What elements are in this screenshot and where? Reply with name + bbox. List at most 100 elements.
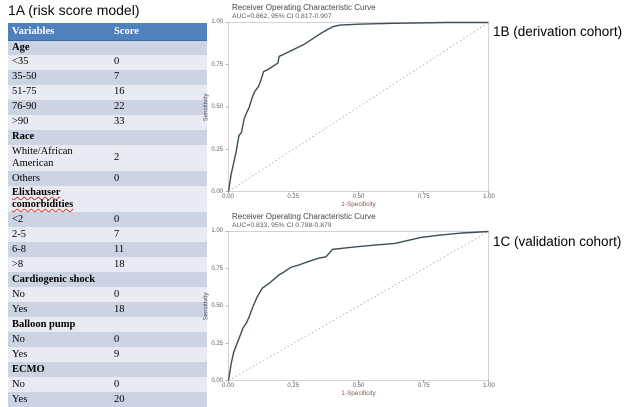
x-tick-label: 0.00 (222, 194, 234, 200)
table-row: 2-5 7 (8, 227, 207, 243)
y-tick-label: 0.00 (211, 189, 223, 195)
table-row: 35-50 7 (8, 70, 207, 85)
chart-subtitle-auc: AUC=0.833, 95% CI 0.788-0.879 (232, 221, 332, 229)
score-cell: 0 (110, 212, 207, 228)
variable-cell: Race (8, 130, 110, 145)
variable-label: 35-50 (12, 71, 37, 83)
table-row: 76-90 22 (8, 100, 207, 115)
variable-label: <2 (12, 213, 24, 225)
roc-curve-line (227, 230, 489, 381)
variable-cell: Others (8, 171, 110, 187)
table-row: <35 0 (8, 55, 207, 70)
x-tick-label: 0.50 (352, 194, 365, 200)
variable-cell: >8 (8, 257, 110, 273)
variable-label: Yes (12, 303, 28, 315)
x-tick-label: 0.00 (222, 383, 234, 389)
score-cell: 0 (110, 377, 207, 393)
table-row: 51-75 16 (8, 85, 207, 100)
score-cell: 22 (110, 100, 207, 115)
table-row: Age (8, 40, 207, 55)
table-row: 6-8 11 (8, 242, 207, 258)
table-row: Race (8, 130, 207, 145)
variable-cell: 76-90 (8, 100, 110, 115)
variable-cell: White/African American (8, 145, 110, 172)
table-row: >8 18 (8, 257, 207, 273)
variable-cell: Yes (8, 302, 110, 318)
variable-label: No (12, 378, 25, 390)
chart-title: Receiver Operating Characteristic Curve (232, 3, 376, 12)
variable-label: >90 (12, 116, 29, 128)
table-row: Yes 20 (8, 392, 207, 407)
variable-label: White/African American (12, 146, 73, 170)
y-axis-ticks: 0.00 0.25 0.50 0.75 1.00 (207, 228, 225, 384)
variable-label: 2-5 (12, 228, 26, 240)
table-row: <2 0 (8, 212, 207, 228)
table-row: No 0 (8, 377, 207, 393)
variable-cell: Elixhauser comorbidities (8, 186, 110, 213)
column-header-score: Score (110, 23, 207, 41)
risk-table-header: Variables Score (8, 23, 207, 41)
score-cell: 18 (110, 257, 207, 273)
x-tick-label: 0.75 (417, 383, 430, 389)
y-tick-label: 0.25 (211, 146, 223, 153)
table-row: Yes 18 (8, 302, 207, 318)
variable-cell: No (8, 332, 110, 348)
variable-cell: Age (8, 40, 110, 55)
y-tick-label: 0.50 (211, 104, 223, 110)
y-tick-label: 0.50 (211, 303, 223, 309)
variable-cell: Yes (8, 392, 110, 407)
score-cell: 2 (110, 145, 207, 172)
y-tick-label: 1.00 (211, 19, 223, 25)
y-axis-ticks: 0.00 0.25 0.50 0.75 1.00 (207, 19, 225, 195)
variable-label: Yes (12, 348, 28, 360)
variable-label: Cardiogenic shock (12, 273, 96, 285)
x-tick-label: 0.25 (287, 194, 300, 200)
variable-label: Age (12, 41, 30, 53)
risk-score-table: Variables Score Age <35 0 35-50 7 51-75 16 76-9… (8, 23, 207, 407)
score-cell (110, 272, 207, 288)
table-row: Cardiogenic shock (8, 272, 207, 288)
score-cell: 7 (110, 70, 207, 85)
variable-cell: 6-8 (8, 242, 110, 258)
score-cell: 0 (110, 332, 207, 348)
variable-label: 76-90 (12, 101, 37, 113)
variable-label: ECMO (12, 363, 45, 375)
x-axis-label: 1-Specificity (341, 201, 376, 208)
table-row: Balloon pump (8, 317, 207, 333)
variable-cell: 2-5 (8, 227, 110, 243)
panel-b-label: 1B (derivation cohort) (493, 24, 623, 39)
variable-cell: ECMO (8, 362, 110, 378)
chart-title: Receiver Operating Characteristic Curve (232, 212, 376, 221)
variable-cell: <35 (8, 55, 110, 70)
x-tick-label: 0.25 (287, 383, 300, 389)
variable-cell: 51-75 (8, 85, 110, 100)
chart-subtitle-auc: AUC=0.862, 95% CI 0.817-0.907 (232, 12, 332, 20)
variable-label: Others (12, 172, 40, 184)
table-row: >90 33 (8, 115, 207, 130)
roc-plot-area (225, 21, 489, 194)
score-cell (110, 317, 207, 333)
variable-label: No (12, 333, 25, 345)
panel-c-label: 1C (validation cohort) (493, 234, 622, 249)
x-tick-label: 0.75 (417, 194, 430, 200)
variable-label: 6-8 (12, 243, 26, 255)
table-row: Others 0 (8, 171, 207, 187)
variable-cell: Yes (8, 347, 110, 363)
table-row: ECMO (8, 362, 207, 378)
variable-cell: <2 (8, 212, 110, 228)
score-cell: 9 (110, 347, 207, 363)
x-tick-label: 1.00 (483, 383, 495, 389)
variable-label: 51-75 (12, 86, 37, 98)
table-header-row: Variables Score (8, 23, 207, 41)
score-cell: 20 (110, 392, 207, 407)
x-tick-label: 1.00 (483, 194, 495, 200)
roc-chart-validation: Receiver Operating Characteristic Curve … (203, 209, 495, 402)
variable-label: Elixhauser comorbidities (12, 187, 74, 211)
variable-label: >8 (12, 258, 24, 270)
variable-cell: 35-50 (8, 70, 110, 85)
y-tick-label: 0.75 (211, 61, 223, 68)
roc-plot-area (225, 230, 489, 383)
variable-label: Balloon pump (12, 318, 76, 330)
score-cell (110, 362, 207, 378)
